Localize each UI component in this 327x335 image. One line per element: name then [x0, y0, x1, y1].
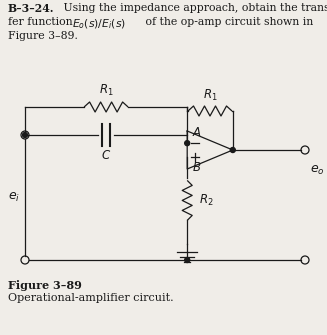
Text: Figure 3–89: Figure 3–89 — [8, 280, 82, 291]
Circle shape — [23, 133, 27, 137]
Text: $e_i$: $e_i$ — [8, 191, 20, 204]
Text: $R_1$: $R_1$ — [99, 83, 113, 98]
Text: B–3–24.: B–3–24. — [8, 3, 55, 14]
Text: $A$: $A$ — [192, 126, 202, 139]
Text: Operational-amplifier circuit.: Operational-amplifier circuit. — [8, 293, 174, 303]
Circle shape — [230, 147, 235, 152]
Text: $R_1$: $R_1$ — [203, 88, 217, 103]
Text: Using the impedance approach, obtain the trans-: Using the impedance approach, obtain the… — [60, 3, 327, 13]
Text: $e_o$: $e_o$ — [310, 163, 325, 177]
Text: fer function: fer function — [8, 17, 76, 27]
Text: $B$: $B$ — [192, 161, 201, 174]
Circle shape — [185, 258, 190, 263]
Text: $E_o(s)/E_i(s)$: $E_o(s)/E_i(s)$ — [72, 17, 126, 30]
Text: $C$: $C$ — [101, 149, 111, 162]
Text: $R_2$: $R_2$ — [199, 193, 214, 208]
Text: of the op-amp circuit shown in: of the op-amp circuit shown in — [142, 17, 313, 27]
Text: Figure 3–89.: Figure 3–89. — [8, 31, 78, 41]
Circle shape — [185, 141, 190, 146]
